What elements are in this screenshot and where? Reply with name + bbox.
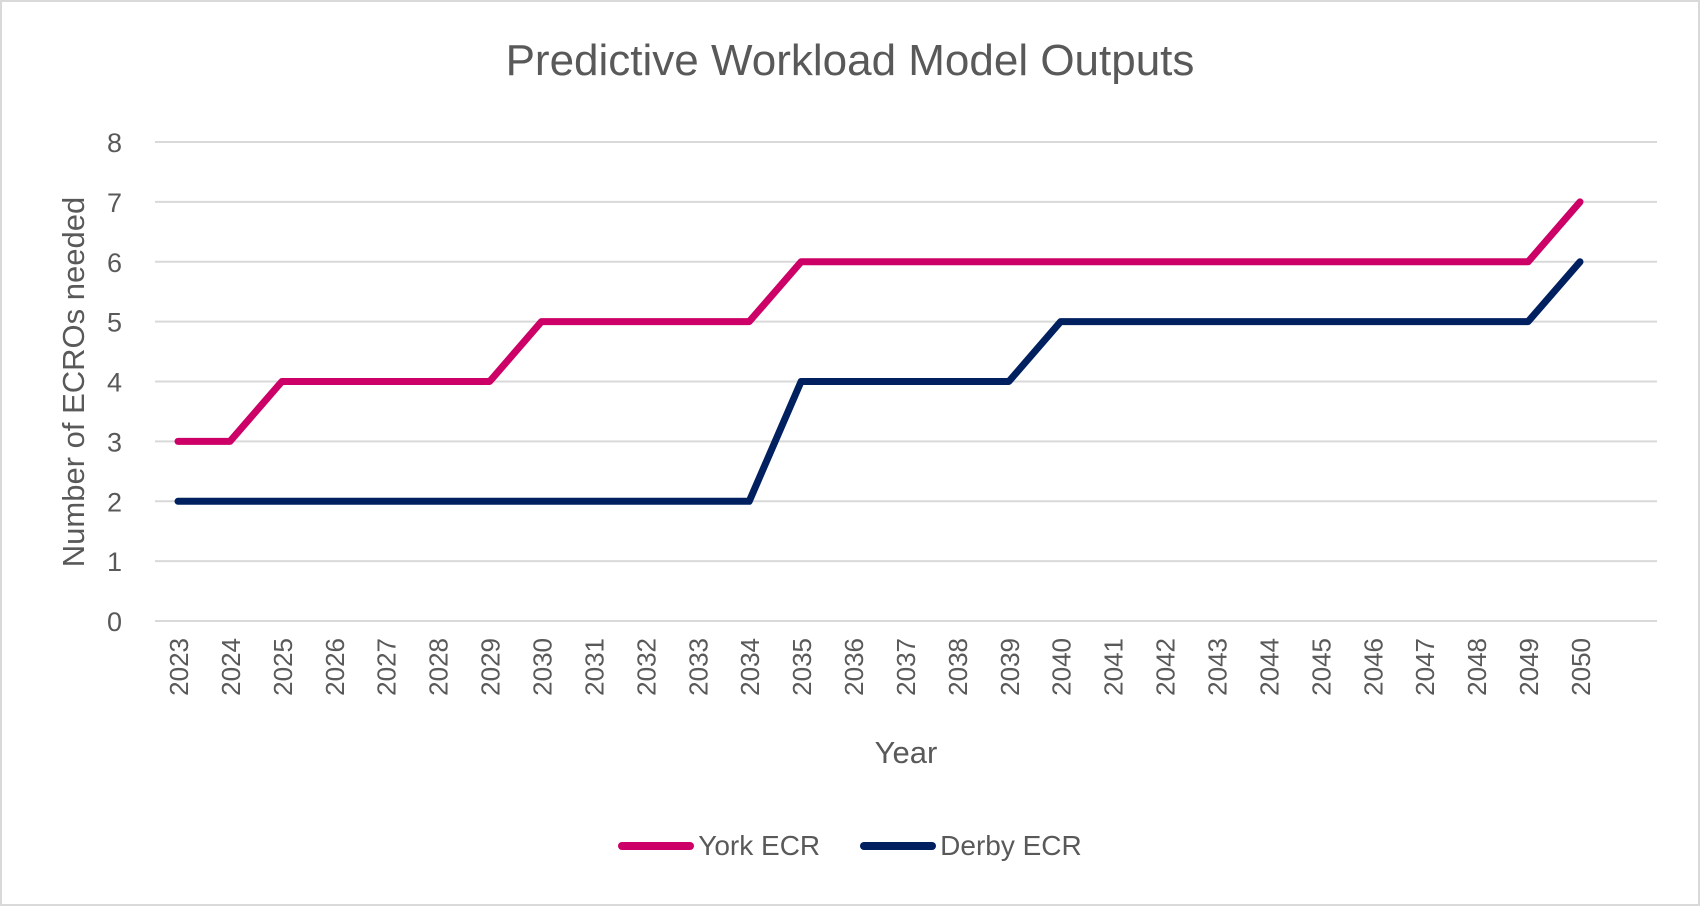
y-axis-label: Number of ECROs needed bbox=[56, 196, 91, 568]
x-tick-label: 2036 bbox=[839, 638, 869, 696]
y-tick-label: 3 bbox=[107, 427, 122, 457]
x-tick-label: 2024 bbox=[216, 638, 246, 696]
x-tick-label: 2045 bbox=[1306, 638, 1336, 696]
york-swatch-icon bbox=[618, 842, 695, 850]
y-tick-label: 8 bbox=[107, 128, 122, 158]
y-tick-label: 1 bbox=[107, 547, 122, 577]
y-axis-ticks: 0 1 2 3 4 5 6 7 8 bbox=[107, 128, 122, 637]
x-tick-label: 2042 bbox=[1151, 638, 1181, 696]
y-tick-label: 5 bbox=[107, 308, 122, 338]
x-tick-label: 2035 bbox=[787, 638, 817, 696]
y-tick-label: 0 bbox=[107, 607, 122, 637]
legend-item-york: York ECR bbox=[618, 830, 820, 862]
x-axis-ticks: 2023 2024 2025 2026 2027 2028 2029 2030 2031 2032… bbox=[164, 638, 1596, 696]
x-tick-label: 2037 bbox=[891, 638, 921, 696]
series-line-derby-ecr bbox=[174, 258, 1584, 505]
series-lines bbox=[174, 198, 1584, 505]
legend-label-derby: Derby ECR bbox=[940, 830, 1082, 861]
legend: York ECR Derby ECR bbox=[0, 830, 1700, 862]
x-tick-label: 2033 bbox=[683, 638, 713, 696]
x-tick-label: 2049 bbox=[1514, 638, 1544, 696]
x-tick-label: 2023 bbox=[164, 638, 194, 696]
x-axis-label: Year bbox=[874, 735, 938, 770]
x-tick-label: 2039 bbox=[995, 638, 1025, 696]
y-tick-label: 4 bbox=[107, 368, 122, 398]
x-tick-label: 2032 bbox=[631, 638, 661, 696]
x-tick-label: 2044 bbox=[1254, 638, 1284, 696]
chart-title: Predictive Workload Model Outputs bbox=[505, 36, 1195, 85]
y-tick-label: 7 bbox=[107, 188, 122, 218]
x-tick-label: 2028 bbox=[424, 638, 454, 696]
x-tick-label: 2043 bbox=[1203, 638, 1233, 696]
x-tick-label: 2050 bbox=[1566, 638, 1596, 696]
x-tick-label: 2030 bbox=[527, 638, 557, 696]
derby-swatch-icon bbox=[860, 842, 937, 850]
x-tick-label: 2034 bbox=[735, 638, 765, 696]
legend-label-york: York ECR bbox=[698, 830, 821, 861]
x-tick-label: 2046 bbox=[1358, 638, 1388, 696]
x-tick-label: 2040 bbox=[1047, 638, 1077, 696]
x-tick-label: 2026 bbox=[320, 638, 350, 696]
series-line-york-ecr bbox=[174, 198, 1584, 445]
x-tick-label: 2047 bbox=[1410, 638, 1440, 696]
y-tick-label: 2 bbox=[107, 487, 122, 517]
x-tick-label: 2041 bbox=[1099, 638, 1129, 696]
legend-item-derby: Derby ECR bbox=[860, 830, 1082, 862]
x-tick-label: 2027 bbox=[372, 638, 402, 696]
x-tick-label: 2048 bbox=[1462, 638, 1492, 696]
x-tick-label: 2025 bbox=[268, 638, 298, 696]
y-tick-label: 6 bbox=[107, 248, 122, 278]
x-tick-label: 2029 bbox=[476, 638, 506, 696]
x-tick-label: 2031 bbox=[579, 638, 609, 696]
x-tick-label: 2038 bbox=[943, 638, 973, 696]
